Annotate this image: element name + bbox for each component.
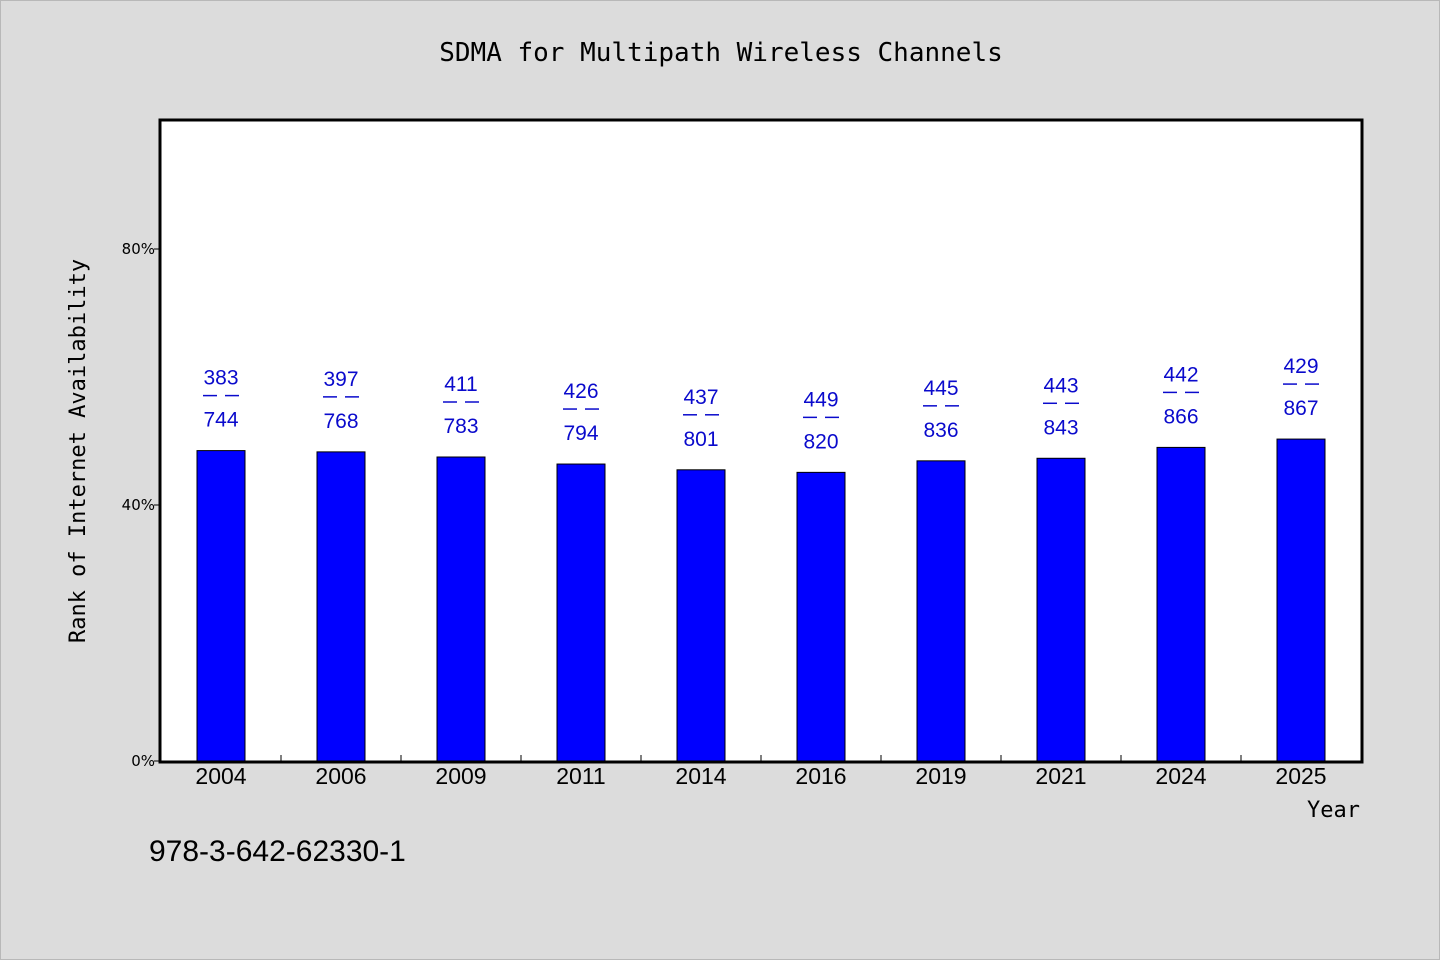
data-label-bottom: 801: [683, 428, 718, 451]
data-label-top: 411: [444, 373, 477, 396]
y-tick-label: 40%: [122, 496, 155, 514]
data-label-top: 426: [563, 380, 598, 403]
y-axis: 0% 40% 80%: [122, 240, 161, 770]
data-label-bottom: 744: [203, 409, 238, 432]
isbn-label: 978-3-642-62330-1: [149, 835, 406, 868]
x-tick-label: 2016: [795, 763, 846, 789]
chart-title: SDMA for Multipath Wireless Channels: [439, 38, 1003, 68]
bar: [1276, 438, 1326, 762]
bar: [916, 460, 966, 762]
data-label-bottom: 843: [1043, 416, 1078, 439]
data-label-bottom: 794: [563, 422, 598, 445]
bar: [1156, 446, 1206, 762]
x-axis-title: Year: [1307, 798, 1360, 823]
y-tick-label: 0%: [131, 752, 155, 770]
data-label-top: 397: [323, 368, 358, 391]
data-label-top: 445: [923, 377, 958, 400]
bar: [556, 463, 606, 762]
data-label-top: 443: [1043, 374, 1078, 397]
x-tick-label: 2009: [435, 763, 486, 789]
x-tick-label: 2014: [675, 763, 726, 789]
x-tick-label: 2024: [1155, 763, 1206, 789]
bar: [676, 469, 726, 762]
x-axis: 2004 2006 2009 2011 2014 2016 2019 2021 2024 2025: [195, 755, 1327, 789]
y-tick-label: 80%: [122, 240, 155, 258]
data-label-top: 383: [203, 367, 238, 390]
bar-series: [196, 438, 1326, 762]
data-label-top: 429: [1283, 355, 1318, 378]
bar: [1036, 457, 1086, 762]
bar: [436, 456, 486, 762]
data-labels: 383 744 397 768 411 783 426 794 437 801 449 820 445 8…: [203, 355, 1319, 453]
data-label-bottom: 768: [323, 410, 358, 433]
data-label-bottom: 836: [923, 419, 958, 442]
data-label-top: 437: [683, 386, 718, 409]
bar: [316, 451, 366, 762]
x-tick-label: 2004: [195, 763, 246, 789]
x-tick-label: 2006: [315, 763, 366, 789]
bar: [196, 450, 246, 762]
data-label-top: 449: [803, 388, 838, 411]
x-tick-label: 2021: [1035, 763, 1086, 789]
data-label-bottom: 867: [1283, 397, 1318, 420]
y-axis-title: Rank of Internet Availability: [66, 259, 91, 643]
x-tick-label: 2011: [556, 763, 605, 789]
x-tick-label: 2025: [1275, 763, 1326, 789]
data-label-top: 442: [1163, 363, 1198, 386]
data-label-bottom: 866: [1163, 405, 1198, 428]
bar: [796, 471, 846, 762]
x-tick-label: 2019: [915, 763, 966, 789]
data-label-bottom: 783: [443, 415, 478, 438]
data-label-bottom: 820: [803, 430, 838, 453]
